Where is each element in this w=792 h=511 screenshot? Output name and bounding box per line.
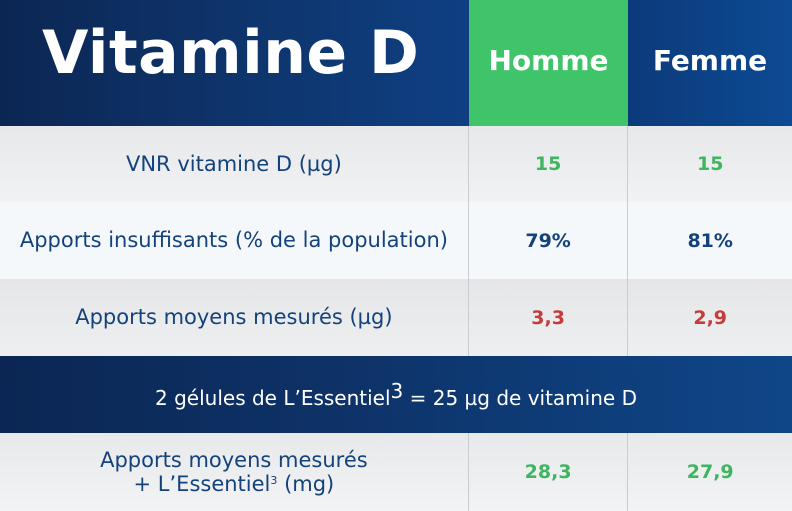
column-header-homme: Homme <box>469 0 628 126</box>
homme-value: 28,3 <box>467 433 629 511</box>
column-header-femme: Femme <box>628 0 792 126</box>
title-cell: Vitamine D <box>0 0 469 126</box>
row-label: Apports moyens mesurés (µg) <box>75 305 393 330</box>
table-row: Apports insuffisants (% de la population… <box>0 202 792 279</box>
banner-superscript: 3 <box>390 379 404 403</box>
banner-text-post: = 25 µg de vitamine D <box>403 386 637 410</box>
table-row: VNR vitamine D (µg) 15 15 <box>0 126 792 202</box>
row-label: Apports insuffisants (% de la population… <box>19 228 448 253</box>
row-label: Apports moyens mesurés + L’Essentiel3 (m… <box>0 433 468 511</box>
homme-value: 3,3 <box>467 279 629 356</box>
row-label: VNR vitamine D (µg) <box>125 151 342 176</box>
femme-value: 15 <box>696 153 724 175</box>
homme-label: Homme <box>488 44 609 77</box>
dosage-banner: 2 gélules de L’Essentiel3 = 25 µg de vit… <box>0 356 792 433</box>
row-label-line2: + L’Essentiel3 (mg) <box>133 472 335 496</box>
table-row: Apports moyens mesurés + L’Essentiel3 (m… <box>0 433 792 511</box>
banner-text: 2 gélules de L’Essentiel3 = 25 µg de vit… <box>155 379 637 410</box>
page-title: Vitamine D <box>42 18 420 88</box>
homme-value: 79% <box>467 202 629 279</box>
label-superscript: 3 <box>270 474 278 487</box>
homme-value: 15 <box>467 126 629 202</box>
banner-text-pre: 2 gélules de L’Essentiel <box>155 386 391 410</box>
row-label-line1: Apports moyens mesurés <box>100 447 368 472</box>
femme-value: 81% <box>687 229 733 252</box>
femme-label: Femme <box>652 44 768 77</box>
table-header: Vitamine D Homme Femme <box>0 0 792 126</box>
femme-value: 2,9 <box>693 306 728 329</box>
femme-value: 27,9 <box>686 461 734 483</box>
table-row: Apports moyens mesurés (µg) 3,3 2,9 <box>0 279 792 356</box>
